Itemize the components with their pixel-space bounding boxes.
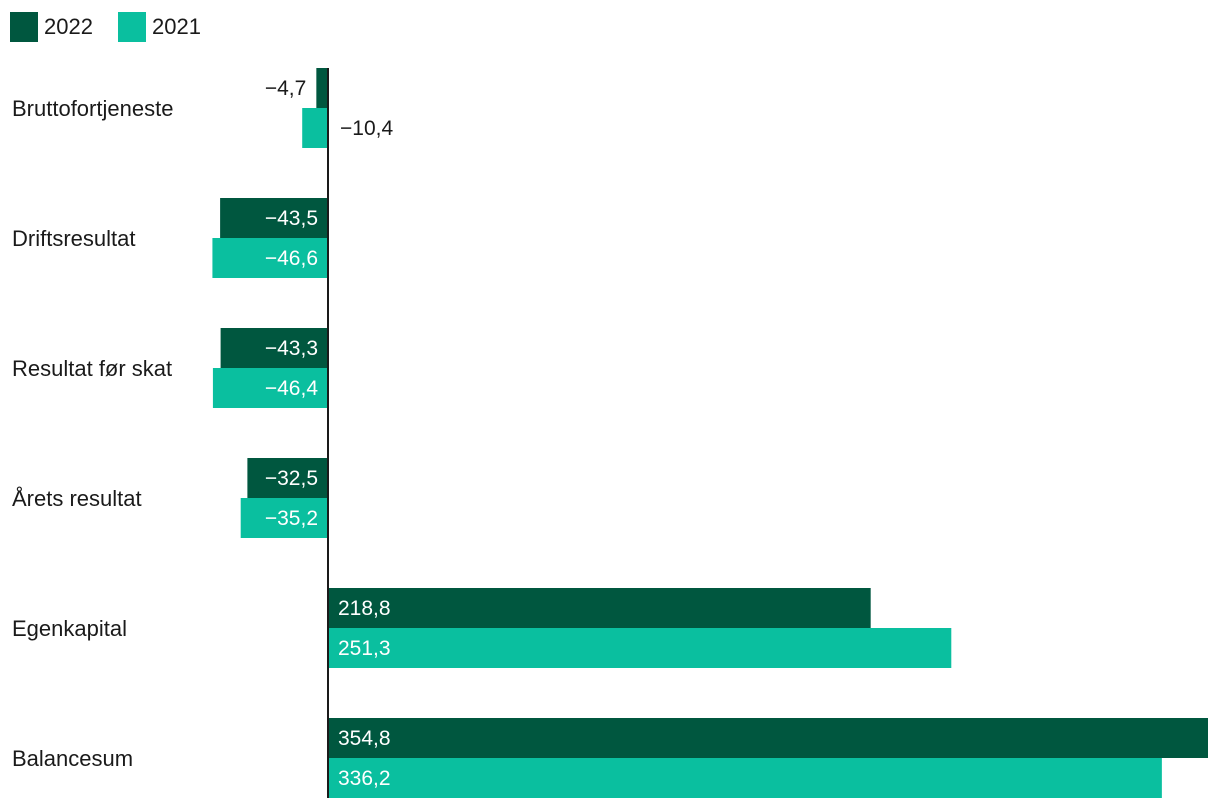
legend-swatch-2022 <box>10 12 38 42</box>
value-labels: −4,7 −10,4 −43,5 −46,6 −43,3 −46,4 −32,5 −35,2 2… <box>265 77 394 790</box>
bar-2021 <box>328 758 1162 798</box>
bar-2022 <box>316 68 328 108</box>
category-labels: Bruttofortjeneste Driftsresultat Resultat … <box>12 96 173 771</box>
category-label: Egenkapital <box>12 616 127 641</box>
bar-2022 <box>220 328 328 368</box>
data-label: −10,4 <box>340 117 393 140</box>
data-label: −46,4 <box>265 377 318 400</box>
legend-swatch-2021 <box>118 12 146 42</box>
bar-2021 <box>240 498 328 538</box>
data-label: −46,6 <box>265 247 318 270</box>
bar-2022 <box>328 718 1208 758</box>
bars <box>212 68 1208 798</box>
legend: 2022 2021 <box>10 12 201 42</box>
category-label: Bruttofortjeneste <box>12 96 173 121</box>
category-label: Resultat før skat <box>12 356 172 381</box>
category-label: Balancesum <box>12 746 133 771</box>
bar-2022 <box>220 198 328 238</box>
category-label: Årets resultat <box>12 486 142 511</box>
data-label: −35,2 <box>265 507 318 530</box>
data-label: 354,8 <box>338 727 391 750</box>
data-label: −43,5 <box>265 207 318 230</box>
data-label: 336,2 <box>338 767 391 790</box>
bar-2021 <box>302 108 328 148</box>
data-label: −4,7 <box>265 77 306 100</box>
bar-2021 <box>328 628 952 668</box>
data-label: −43,3 <box>265 337 318 360</box>
legend-label-2021: 2021 <box>152 14 201 39</box>
legend-label-2022: 2022 <box>44 14 93 39</box>
bar-2021 <box>212 238 328 278</box>
bar-2022 <box>247 458 328 498</box>
category-label: Driftsresultat <box>12 226 135 251</box>
data-label: 218,8 <box>338 597 391 620</box>
bar-2022 <box>328 588 871 628</box>
bar-2021 <box>212 368 328 408</box>
data-label: 251,3 <box>338 637 391 660</box>
data-label: −32,5 <box>265 467 318 490</box>
